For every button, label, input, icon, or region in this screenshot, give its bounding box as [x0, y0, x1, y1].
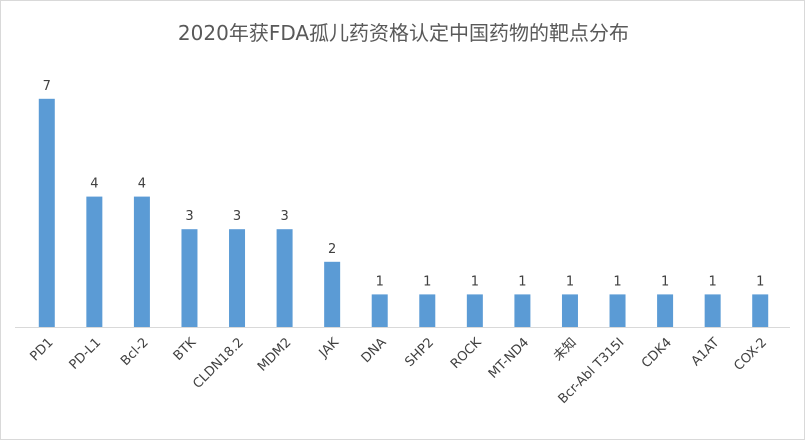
data-label-6: 2 — [328, 242, 336, 257]
bar-1 — [86, 196, 103, 327]
bar-11 — [561, 294, 578, 327]
tick-label-0: PD1 — [28, 335, 57, 364]
tick-label-8: SHP2 — [402, 335, 437, 370]
bar-14 — [704, 294, 721, 327]
data-label-11: 1 — [566, 274, 574, 289]
data-label-12: 1 — [613, 274, 621, 289]
tick-label-7: DNA — [359, 335, 390, 366]
bar-10 — [514, 294, 531, 327]
data-label-9: 1 — [471, 274, 479, 289]
tick-label-9: ROCK — [448, 335, 485, 372]
tick-label-5: MDM2 — [255, 335, 294, 374]
bar-6 — [324, 261, 341, 327]
tick-label-3: BTK — [171, 335, 200, 364]
tick-label-13: CDK4 — [639, 335, 675, 371]
bar-4 — [229, 229, 246, 327]
tick-label-15: COX-2 — [731, 335, 770, 374]
tick-label-11: 未知 — [550, 335, 580, 365]
bar-9 — [466, 294, 483, 327]
data-label-7: 1 — [376, 274, 384, 289]
bar-8 — [419, 294, 436, 327]
data-label-4: 3 — [233, 209, 241, 224]
bar-5 — [276, 229, 293, 327]
chart-title: 2020年获FDA孤儿药资格认定中国药物的靶点分布 — [177, 21, 630, 45]
data-label-5: 3 — [280, 209, 288, 224]
bar-15 — [752, 294, 769, 327]
data-label-3: 3 — [185, 209, 193, 224]
data-label-13: 1 — [661, 274, 669, 289]
data-label-0: 7 — [43, 79, 51, 94]
data-label-8: 1 — [423, 274, 431, 289]
tick-label-14: A1AT — [689, 335, 723, 369]
bar-7 — [371, 294, 388, 327]
tick-label-6: JAK — [316, 335, 343, 362]
data-label-15: 1 — [756, 274, 764, 289]
bar-3 — [181, 229, 198, 327]
data-label-10: 1 — [518, 274, 526, 289]
tick-label-10: MT-ND4 — [486, 335, 532, 381]
data-label-1: 4 — [90, 177, 98, 192]
tick-label-1: PD-L1 — [67, 335, 105, 373]
data-label-14: 1 — [709, 274, 717, 289]
bar-2 — [133, 196, 150, 327]
bar-13 — [657, 294, 674, 327]
bar-0 — [38, 98, 55, 327]
tick-label-4: CLDN18.2 — [190, 335, 247, 392]
data-label-group: 7 4 4 3 3 3 2 1 1 1 1 1 1 1 1 1 — [43, 79, 765, 290]
bar-12 — [609, 294, 626, 327]
bar-group — [38, 98, 769, 327]
tick-label-2: Bcl-2 — [118, 335, 152, 369]
data-label-2: 4 — [138, 177, 146, 192]
